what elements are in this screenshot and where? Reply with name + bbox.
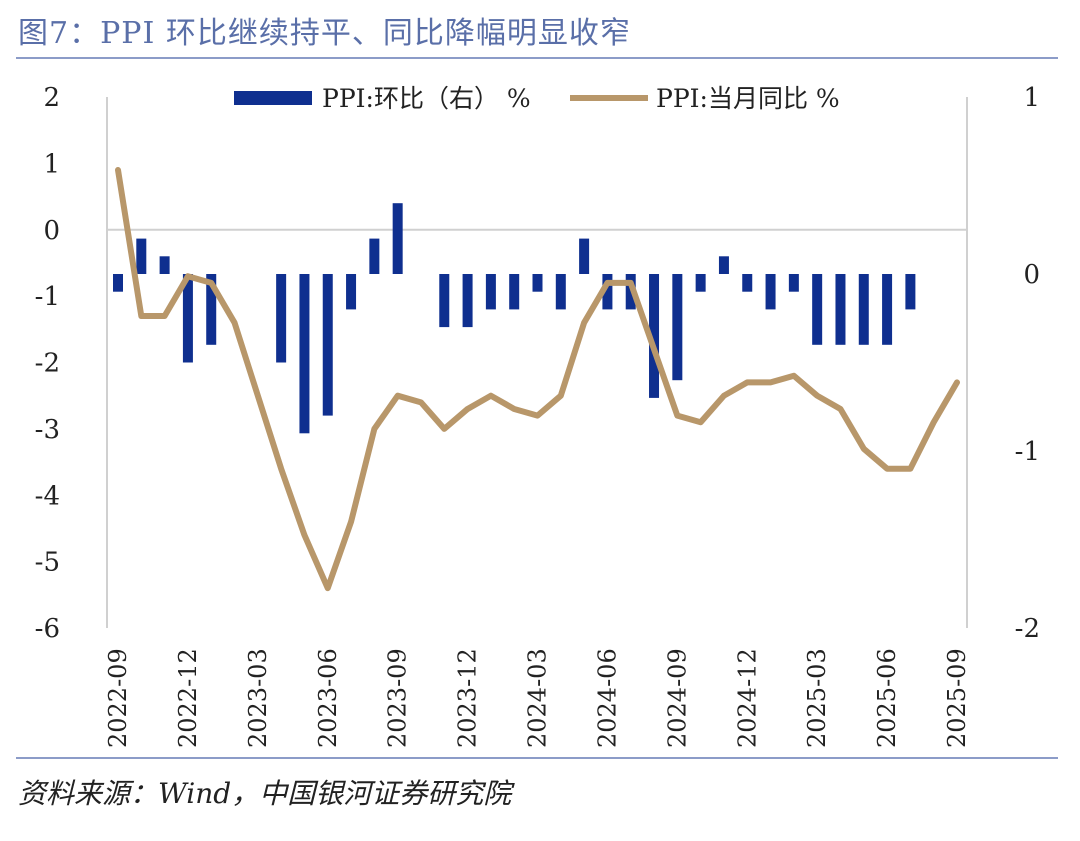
left-tick-label: -3: [35, 415, 60, 445]
left-tick-label: 1: [43, 149, 60, 179]
x-tick-label: 2023-12: [454, 648, 482, 748]
legend-swatch-bar: [234, 91, 312, 105]
bar-2022-12: [182, 274, 193, 363]
bar-2023-09: [392, 203, 403, 274]
right-tick-label: -1: [1015, 437, 1040, 467]
left-tick-label: -4: [35, 481, 60, 511]
bar-2024-09: [672, 274, 683, 381]
left-tick-label: -6: [35, 614, 60, 644]
bar-2025-04: [835, 274, 846, 345]
source-note: 资料来源：Wind，中国银河证券研究院: [18, 777, 512, 810]
legend-label-line: PPI:当月同比 %: [656, 84, 840, 113]
bar-2025-07: [905, 274, 916, 310]
bar-2024-10: [695, 274, 706, 292]
bar-2024-11: [718, 256, 729, 274]
bar-2023-06: [322, 274, 333, 416]
title-divider: [16, 57, 1058, 59]
axes-layer: 2 1 0 -1 -2 -3 -4 -5 -6 1 0 -1 -2 2022-09 2022-12 2023-…: [35, 83, 1040, 748]
right-tick-label: -2: [1015, 614, 1040, 644]
bar-2024-01: [485, 274, 496, 310]
x-tick-label: 2023-06: [314, 648, 342, 748]
x-tick-label: 2024-12: [733, 648, 761, 748]
x-tick-label: 2022-12: [174, 648, 202, 748]
bar-2022-10: [136, 238, 147, 274]
bar-2025-06: [882, 274, 893, 345]
right-tick-label: 1: [1023, 83, 1040, 113]
chart-canvas: 2 1 0 -1 -2 -3 -4 -5 -6 1 0 -1 -2 2022-09 2022-12 2023-…: [35, 83, 1040, 748]
legend-label-bar: PPI:环比（右） %: [322, 84, 531, 113]
bar-2025-05: [858, 274, 869, 345]
bar-2023-12: [462, 274, 473, 328]
bar-2025-02: [788, 274, 799, 292]
left-tick-label: 0: [43, 216, 60, 246]
left-tick-label: 2: [43, 83, 60, 113]
x-tick-label: 2024-03: [524, 648, 552, 748]
bar-2024-02: [509, 274, 520, 310]
bar-2024-05: [579, 238, 590, 274]
x-tick-label: 2025-09: [943, 648, 971, 748]
x-tick-label: 2023-03: [244, 648, 272, 748]
line-series-yoy: [115, 167, 960, 592]
left-tick-label: -1: [35, 282, 60, 312]
bar-2025-01: [765, 274, 776, 310]
chart-title: 图7：PPI 环比继续持平、同比降幅明显收窄: [18, 16, 631, 51]
source-divider: [16, 757, 1058, 759]
bar-2023-05: [299, 274, 310, 434]
bar-2024-03: [532, 274, 543, 292]
right-tick-label: 0: [1023, 260, 1040, 290]
bar-2023-11: [439, 274, 450, 328]
bar-2023-07: [346, 274, 357, 310]
legend: PPI:环比（右） % PPI:当月同比 %: [234, 84, 840, 113]
bar-2024-08: [649, 274, 660, 398]
bar-2022-11: [159, 256, 170, 274]
bar-2025-03: [812, 274, 823, 345]
bar-2024-06: [602, 274, 613, 310]
bar-2024-12: [742, 274, 753, 292]
left-tick-label: -5: [35, 548, 60, 578]
bar-2022-09: [113, 274, 123, 292]
left-tick-label: -2: [35, 349, 60, 379]
x-tick-label: 2024-09: [663, 648, 691, 748]
bar-2023-04: [276, 274, 287, 363]
bar-2023-01: [206, 274, 217, 345]
x-tick-label: 2022-09: [104, 648, 132, 748]
line-layer: [115, 167, 960, 592]
bar-2023-08: [369, 238, 380, 274]
x-tick-label: 2025-03: [803, 648, 831, 748]
x-tick-label: 2024-06: [593, 648, 621, 748]
bars-layer: [113, 203, 916, 434]
x-tick-label: 2025-06: [873, 648, 901, 748]
x-tick-label: 2023-09: [384, 648, 412, 748]
bar-2024-04: [555, 274, 566, 310]
